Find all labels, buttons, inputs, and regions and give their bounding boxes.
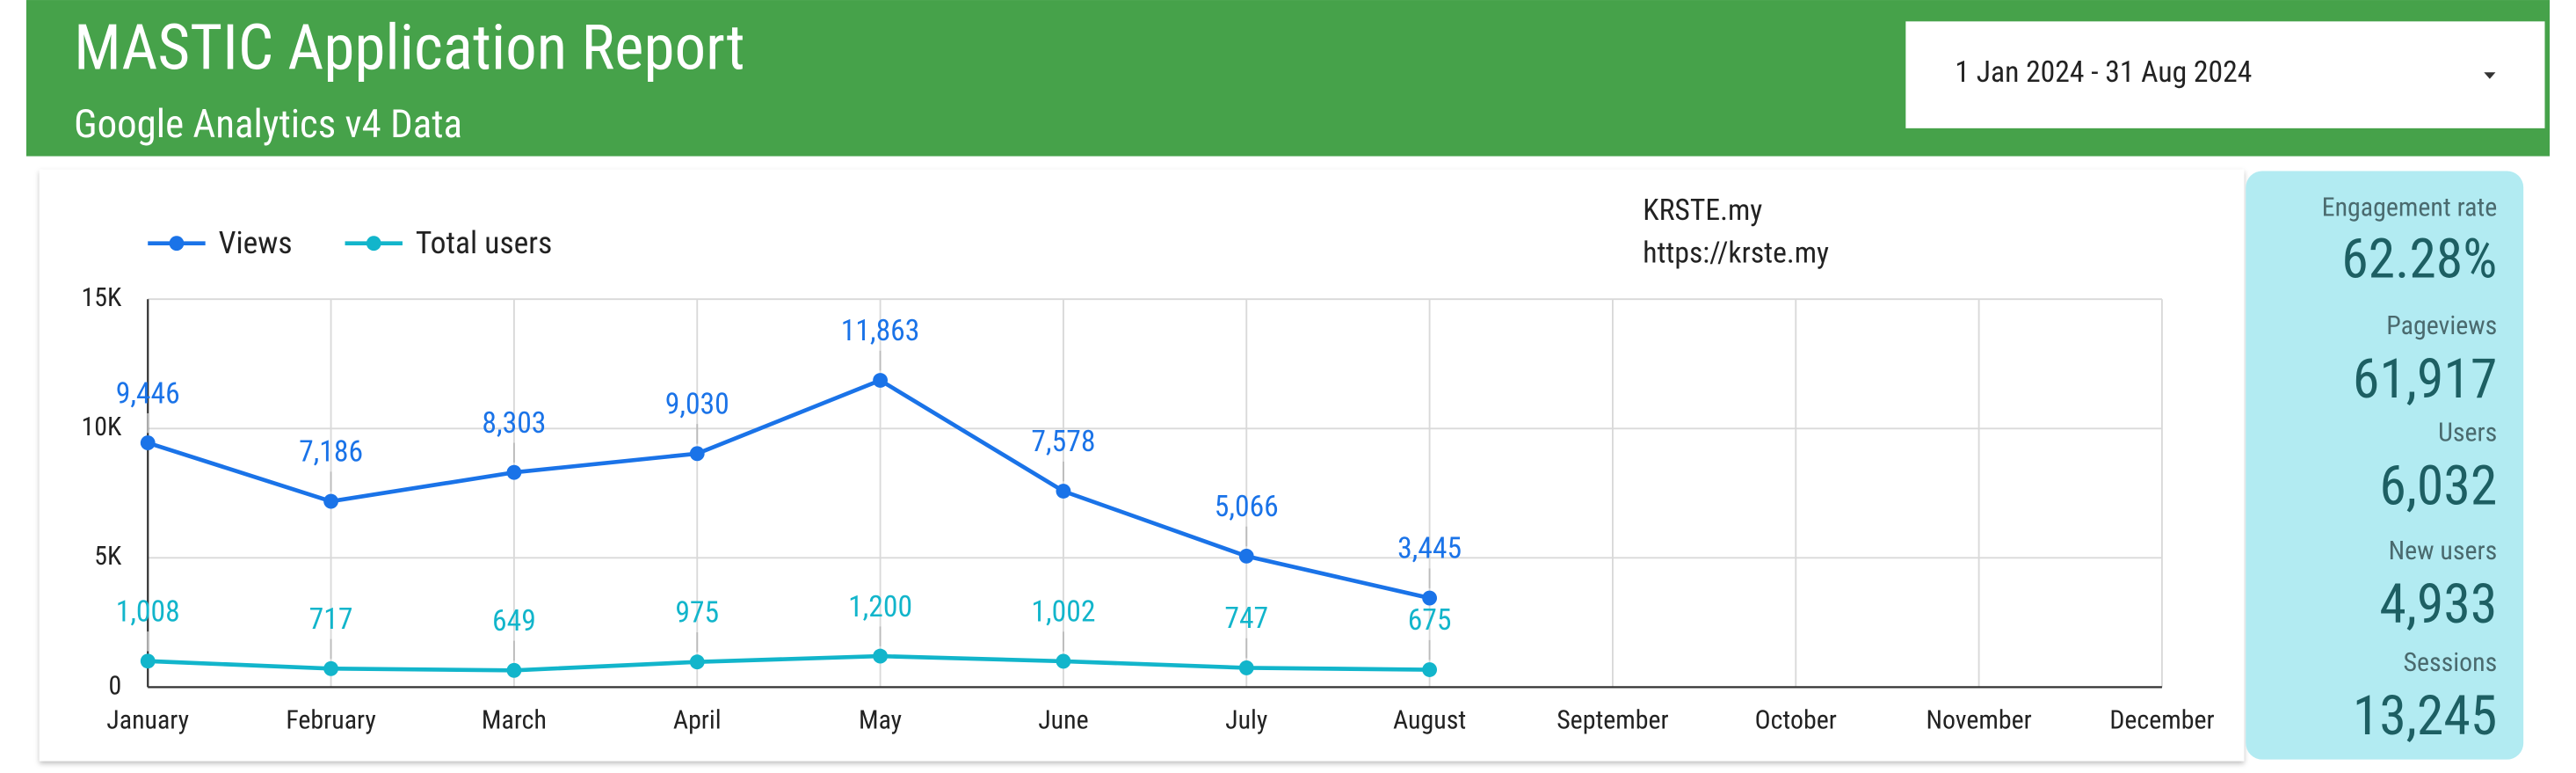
kpi-label: Engagement rate [2322,192,2498,222]
point [1238,548,1254,564]
value-label: 9,030 [665,388,729,422]
value-label: 1,002 [1031,595,1095,630]
value-label: 11,863 [841,314,920,348]
point [1422,590,1438,606]
legend-dot [169,236,185,252]
value-label: 7,578 [1031,425,1095,459]
x-tick-label: November [1926,705,2031,736]
x-tick-label: January [106,705,189,736]
x-tick-label: August [1393,705,1466,736]
kpi-label: Pageviews [2386,310,2497,341]
x-tick-label: February [286,705,376,736]
date-box[interactable] [1905,21,2545,128]
legend-label: Total users [416,224,552,261]
point [506,464,522,480]
kpi-panel [2246,171,2524,760]
point [506,662,522,678]
point [1056,484,1071,499]
x-tick-label: October [1755,705,1837,736]
point [323,493,338,509]
site-name: KRSTE.my [1643,193,1762,228]
legend-dot [366,236,381,252]
x-tick-label: April [673,705,722,736]
point [1422,662,1438,677]
point [873,648,888,664]
series-line [147,377,1431,601]
point [140,653,156,669]
date-range[interactable]: 1 Jan 2024 - 31 Aug 2024 [1955,55,2252,90]
value-label: 649 [492,604,536,638]
kpi-value: 62.28% [2341,228,2497,291]
report-subtitle: Google Analytics v4 Data [74,100,462,147]
kpi-value: 61,917 [2353,348,2497,412]
value-label: 3,445 [1397,532,1462,566]
x-tick-label: June [1038,705,1088,736]
point [1056,653,1071,669]
value-label: 5,066 [1215,490,1279,524]
report-title: MASTIC Application Report [74,12,744,85]
point [873,373,888,388]
value-label: 975 [675,595,719,630]
kpi-value: 13,245 [2353,685,2497,748]
y-tick-label: 10K [81,412,122,442]
x-tick-label: May [859,705,902,736]
value-label: 675 [1408,603,1452,638]
series-line [148,653,1430,673]
point [323,660,338,676]
kpi-value: 4,933 [2379,573,2497,637]
kpi-label: Users [2438,417,2497,448]
date-picker[interactable]: 1 Jan 2024 - 31 Aug 2024 [1905,21,2545,128]
value-label: 8,303 [482,406,546,441]
x-tick-label: July [1225,705,1267,736]
value-label: 747 [1224,602,1268,636]
value-label: 9,446 [116,376,180,411]
x-tick-label: December [2109,705,2214,736]
site-url: https://krste.my [1643,237,1829,271]
point [689,654,705,670]
x-tick-label: September [1556,705,1668,736]
value-label: 7,186 [299,435,363,470]
x-tick-label: March [482,705,547,736]
y-tick-label: 5K [94,541,122,572]
value-label: 1,200 [848,590,912,624]
y-tick-label: 15K [81,282,122,313]
value-label: 717 [309,602,353,637]
dropdown-caret[interactable] [2484,72,2496,79]
kpi-label: Sessions [2404,647,2498,678]
legend-label: Views [219,224,293,261]
y-tick-label: 0 [109,670,122,701]
point [1238,660,1254,675]
value-label: 1,008 [116,594,180,629]
chart-card [39,169,2245,762]
kpi-label: New users [2389,536,2498,566]
kpi-list: Engagement rate 62.28% Pageviews 61,917 User… [2322,192,2498,748]
point [689,446,705,462]
line-chart: 0 5K 10K 15K January February March April May Jun… [81,224,2214,736]
kpi-value: 6,032 [2379,455,2497,518]
point [140,435,156,450]
